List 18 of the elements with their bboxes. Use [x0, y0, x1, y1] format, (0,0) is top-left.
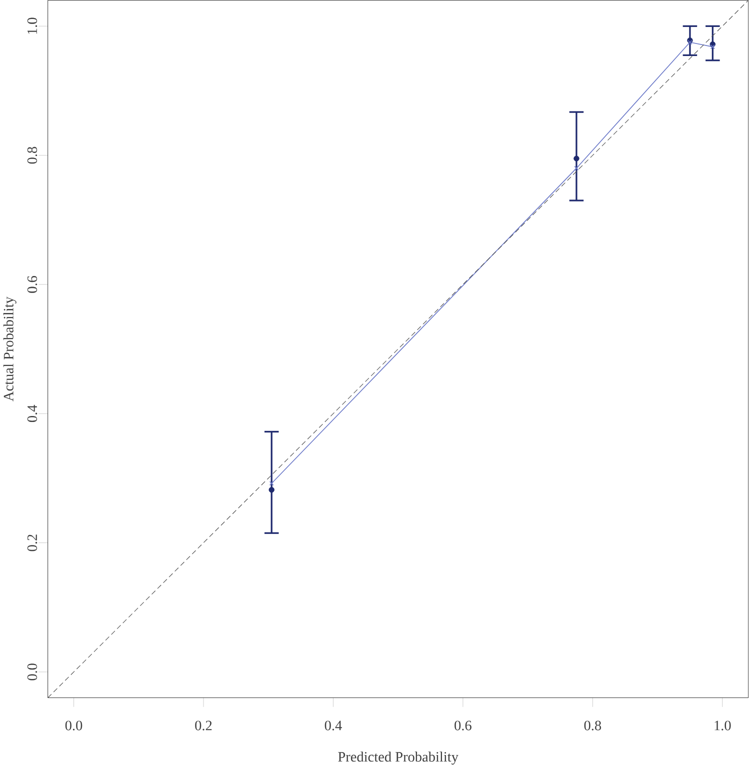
- x-tick-label: 0.6: [454, 720, 472, 730]
- y-tick-label: 0.0: [28, 664, 38, 680]
- point: [688, 40, 692, 45]
- point: [574, 156, 580, 162]
- y-tick-label: 0.6: [28, 276, 38, 293]
- x-tick-label: 0.8: [584, 720, 602, 730]
- x-tick-label: 0.0: [66, 720, 82, 730]
- x-tick-label: 1.0: [714, 720, 731, 730]
- y-axis-title: Actual Probability: [4, 296, 17, 402]
- y-tick-label: 0.2: [28, 534, 38, 552]
- point: [268, 486, 275, 493]
- y-tick-label: 0.8: [28, 146, 38, 164]
- x-axis-title: Predicted Probability: [338, 752, 459, 765]
- y-tick-label: 0.4: [28, 404, 38, 422]
- y-tick-label: 1.0: [28, 18, 38, 34]
- x-tick-label: 0.4: [325, 720, 342, 730]
- point: [574, 166, 579, 170]
- x-tick-label: 0.2: [195, 720, 212, 730]
